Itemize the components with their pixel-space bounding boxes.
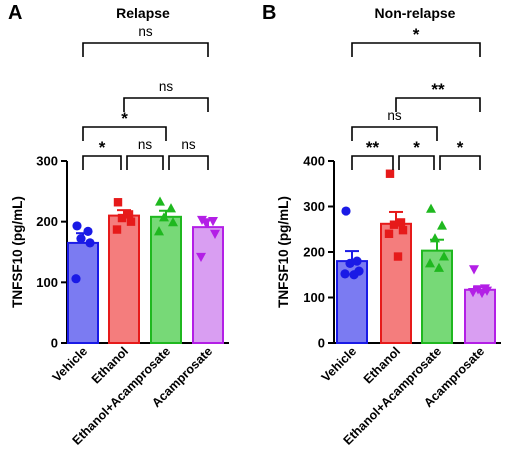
data-point [434,262,444,272]
data-point [389,220,399,229]
significance-label: ns [181,137,196,152]
data-point [345,258,355,268]
data-point [210,229,220,239]
bar-ethanol [380,222,412,344]
panel-letter-A: A [8,2,22,24]
data-point [113,198,123,207]
data-point [398,225,408,235]
y-tick-label: 0 [51,336,58,351]
data-point [159,212,169,222]
significance-bracket [398,155,435,170]
significance-label: ns [138,24,153,39]
chart-title: Non-relapse [375,5,456,21]
significance-label: ns [159,79,174,94]
data-point [76,234,86,244]
data-point [426,203,436,213]
significance-bracket [126,155,164,170]
data-point [155,196,165,206]
data-point [437,220,447,230]
data-point [468,288,478,298]
significance-label: * [121,109,128,128]
data-point [340,269,350,279]
data-point [208,217,218,227]
significance-label: * [413,25,420,44]
y-axis-label: TNFSF10 (pg/mL) [10,196,25,308]
significance-bracket [395,97,481,112]
significance-label: ns [387,108,402,123]
bar-ethanol [108,214,140,345]
data-point [341,206,351,216]
data-point [83,226,93,236]
category-label: Ethanol [89,344,131,386]
data-point [126,217,136,226]
significance-bracket [439,155,481,170]
bar-acamprosate [464,288,496,345]
data-point [430,233,440,243]
data-point [352,256,362,266]
significance-bracket [351,42,481,57]
data-point [384,229,394,238]
panel-letter-B: B [262,2,276,24]
data-point [425,258,435,268]
y-tick-label: 200 [303,245,325,260]
significance-bracket [168,155,209,170]
significance-bracket [82,155,122,170]
y-tick-label: 400 [303,154,325,169]
category-label: Ethanol [361,344,403,386]
data-point [393,252,403,261]
bar-ethanol-acamprosate [150,215,182,345]
significance-bracket [82,42,209,57]
data-point [385,169,395,178]
chart-title: Relapse [116,5,170,21]
bar-ethanol-acamprosate [421,249,453,344]
data-point [112,225,122,234]
bar-vehicle [67,241,99,344]
significance-label: * [99,138,106,157]
significance-label: ns [138,137,153,152]
data-point [196,252,206,263]
data-point [477,288,487,299]
data-point [201,218,211,229]
data-point [154,226,164,236]
data-point [439,251,449,261]
data-point [396,218,406,227]
y-tick-label: 200 [36,214,58,229]
significance-bracket [123,97,209,112]
data-point [124,210,134,219]
data-point [168,217,178,227]
y-tick-label: 300 [303,199,325,214]
significance-bracket [351,155,394,170]
y-tick-label: 100 [36,275,58,290]
y-tick-label: 100 [303,290,325,305]
data-point [349,270,359,280]
data-point [71,274,81,284]
y-tick-label: 0 [318,336,325,351]
y-tick-label: 300 [36,154,58,169]
data-point [117,213,127,223]
significance-bracket [351,126,438,141]
significance-bracket [82,126,167,141]
bar-acamprosate [192,226,224,344]
data-point [72,221,82,231]
data-point [166,203,176,213]
significance-label: ** [431,80,445,99]
significance-label: ** [366,138,380,157]
data-point [469,265,479,275]
data-point [85,238,95,248]
significance-label: * [457,138,464,157]
significance-label: * [413,138,420,157]
y-axis-label: TNFSF10 (pg/mL) [276,196,291,308]
